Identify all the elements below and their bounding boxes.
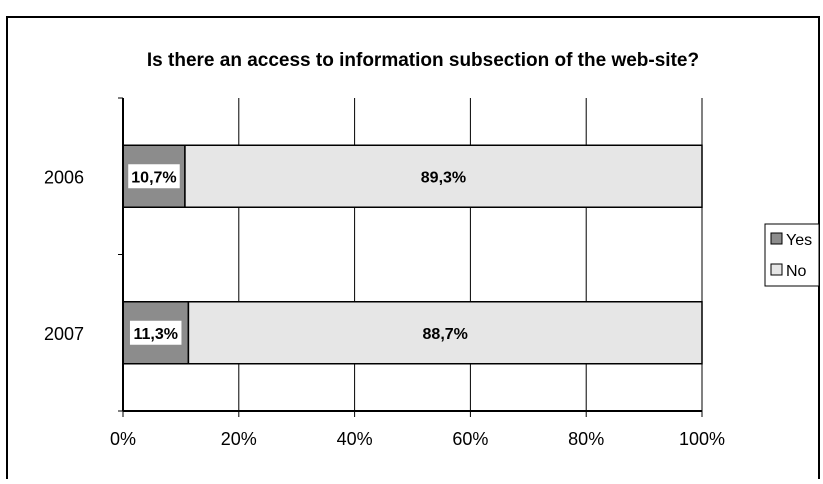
chart-title: Is there an access to information subsec… <box>147 50 699 71</box>
legend-label-no: No <box>786 263 807 280</box>
chart-border <box>7 17 819 479</box>
x-tick-label: 40% <box>337 429 373 449</box>
x-tick-label: 60% <box>452 429 488 449</box>
legend-swatch-yes <box>771 233 782 244</box>
data-label: 11,3% <box>133 326 177 343</box>
x-tick-label: 0% <box>110 429 136 449</box>
legend-swatch-no <box>771 264 782 275</box>
data-label: 89,3% <box>421 169 466 186</box>
category-label: 2007 <box>44 324 84 344</box>
x-tick-label: 80% <box>568 429 604 449</box>
x-tick-label: 100% <box>679 429 725 449</box>
category-label: 2006 <box>44 167 84 187</box>
data-label: 88,7% <box>423 326 468 343</box>
legend-label-yes: Yes <box>786 232 812 249</box>
data-label: 10,7% <box>131 169 176 186</box>
x-tick-label: 20% <box>221 429 257 449</box>
legend: Yes No <box>765 224 819 286</box>
